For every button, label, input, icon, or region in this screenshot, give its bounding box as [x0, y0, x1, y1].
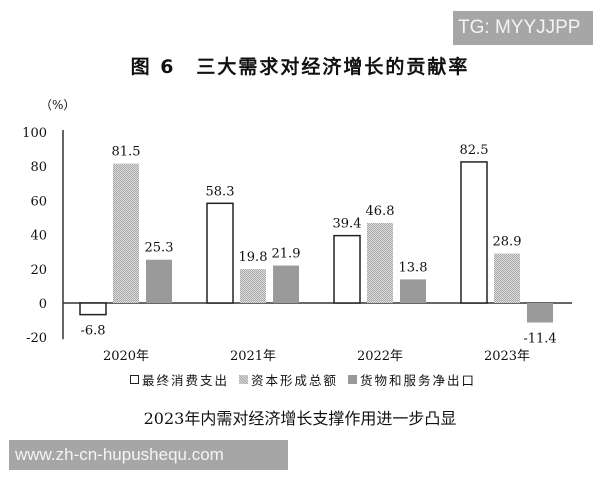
chart-title: 图 6 三大需求对经济增长的贡献率 — [130, 56, 470, 78]
bar — [367, 222, 393, 303]
bar — [79, 302, 107, 316]
bar — [333, 234, 361, 304]
bar-value-label: -6.8 — [80, 324, 105, 339]
x-category-label: 2022年 — [357, 349, 403, 364]
bar-value-label: 25.3 — [145, 241, 174, 256]
bar — [400, 279, 426, 303]
bar — [460, 161, 488, 304]
bar — [273, 265, 299, 303]
grey-swatch-icon — [348, 375, 358, 384]
y-axis-unit-label: （%） — [40, 98, 76, 112]
bar-value-label: 39.4 — [333, 217, 362, 232]
y-tick-label: 100 — [22, 126, 47, 141]
y-tick-label: 80 — [30, 160, 47, 175]
legend-label: 资本形成总额 — [251, 373, 339, 388]
chart-subtitle: 2023年内需对经济增长支撑作用进一步凸显 — [143, 409, 457, 428]
x-category-label: 2021年 — [230, 349, 276, 364]
bar-value-label: 19.8 — [239, 250, 268, 265]
y-tick-label: 60 — [30, 194, 47, 209]
bar-value-label: 13.8 — [399, 260, 428, 275]
bar-value-label: 81.5 — [112, 145, 141, 160]
legend-item-capital: 资本形成总额 — [239, 370, 338, 389]
legend: 最终消费支出 资本形成总额 货物和服务净出口 — [130, 370, 486, 389]
bar-series: -6.8 81.5 25.3 58.3 19.8 21.9 39.4 46.8 13.8 82.5… — [79, 143, 557, 346]
x-category-label: 2023年 — [484, 349, 530, 364]
white-swatch-icon — [130, 375, 139, 384]
bar — [206, 202, 234, 304]
y-tick-label: 20 — [30, 263, 47, 278]
bar-value-label: 82.5 — [460, 143, 489, 158]
legend-label: 货物和服务净出口 — [360, 373, 477, 388]
bar — [146, 259, 172, 303]
y-tick-label: -20 — [26, 331, 47, 346]
bar-value-label: 28.9 — [493, 235, 522, 250]
bar-value-label: -11.4 — [523, 331, 556, 346]
y-tick-label: 40 — [30, 229, 47, 244]
x-category-label: 2020年 — [103, 349, 149, 364]
watermark-top: TG: MYYJJPP — [453, 11, 593, 45]
legend-item-consumption: 最终消费支出 — [130, 370, 229, 389]
bar-value-label: 21.9 — [272, 247, 301, 262]
bar — [494, 253, 520, 303]
bar — [527, 303, 553, 323]
bar-chart: -20 0 20 40 60 80 100 -6.8 81.5 25.3 58.3 19.8 21.9… — [22, 126, 572, 364]
bar — [240, 269, 266, 303]
y-tick-label: 0 — [39, 297, 47, 312]
hatched-swatch-icon — [239, 375, 249, 384]
bar — [113, 163, 139, 303]
legend-item-net-export: 货物和服务净出口 — [348, 370, 476, 389]
bar-value-label: 58.3 — [206, 184, 235, 199]
bar-value-label: 46.8 — [366, 204, 395, 219]
legend-label: 最终消费支出 — [142, 373, 230, 388]
x-axis-labels: 2020年 2021年 2022年 2023年 — [103, 349, 530, 364]
watermark-bottom: www.zh-cn-hupushequ.com — [9, 440, 288, 470]
